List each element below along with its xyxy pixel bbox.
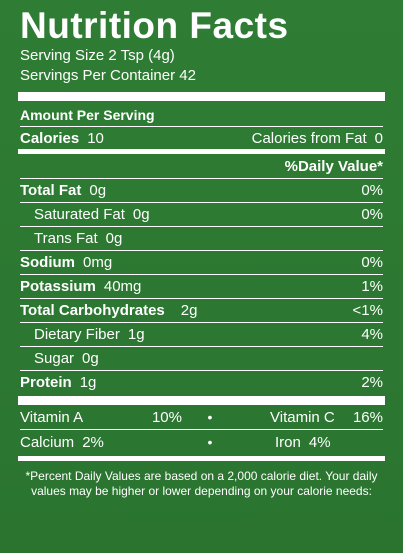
amount-per-serving: Amount Per Serving	[20, 107, 155, 123]
calories-left: Calories 10	[20, 130, 104, 147]
nutrient-amount: 1g	[127, 326, 145, 343]
thick-divider	[18, 396, 385, 405]
medium-divider	[18, 456, 385, 461]
vitamin-label: Calcium	[20, 433, 75, 451]
nutrient-row-sodium: Sodium 0mg 0%	[20, 250, 383, 274]
nutrient-dv: 0%	[361, 254, 383, 271]
vitamin-label: Vitamin A	[20, 408, 84, 426]
nutrient-row-saturated-fat: Saturated Fat 0g 0%	[20, 202, 383, 226]
nutrient-label: Protein	[20, 374, 72, 391]
nutrient-dv: 0%	[361, 206, 383, 223]
nutrient-amount: 0g	[105, 230, 123, 247]
daily-value-footnote: *Percent Daily Values are based on a 2,0…	[25, 469, 378, 498]
nutrient-label: Trans Fat	[34, 230, 98, 247]
nutrient-label: Total Carbohydrates	[20, 302, 165, 319]
vitamin-value: 16%	[352, 408, 383, 426]
nutrient-label: Potassium	[20, 278, 96, 295]
bullet-icon: •	[207, 434, 213, 450]
nutrient-amount: 0mg	[83, 254, 113, 271]
nutrient-amount: 40mg	[103, 278, 142, 295]
vitamin-value: 4%	[308, 433, 331, 451]
vitamin-value: 10%	[151, 408, 182, 426]
calories-value: 10	[87, 129, 104, 147]
nutrient-dv: 2%	[361, 374, 383, 391]
nutrient-dv: 4%	[361, 326, 383, 343]
bullet-icon: •	[207, 409, 213, 425]
nutrient-label: Sodium	[20, 254, 75, 271]
calories-from-fat: Calories from Fat 0	[252, 130, 383, 147]
vitamin-row-calcium-iron: Calcium 2% • Iron 4%	[20, 430, 383, 454]
thin-divider	[20, 429, 383, 430]
calories-label: Calories	[20, 129, 80, 147]
nutrient-amount: 0g	[132, 206, 150, 223]
calories-row: Calories 10 Calories from Fat 0	[20, 126, 383, 149]
nutrient-row-dietary-fiber: Dietary Fiber 1g 4%	[20, 322, 383, 346]
nutrient-amount: 1g	[79, 374, 97, 391]
nutrient-row-trans-fat: Trans Fat 0g	[20, 226, 383, 250]
vitamin-label: Iron	[275, 433, 301, 451]
nutrient-label: Total Fat	[20, 182, 82, 199]
thick-divider	[18, 92, 385, 101]
daily-value-header: %Daily Value*	[284, 157, 383, 175]
nutrient-amount: 0g	[82, 350, 99, 367]
nutrient-dv: 0%	[361, 182, 383, 199]
nutrient-amount: 0g	[89, 182, 107, 199]
nutrient-amount: 2g	[180, 302, 198, 319]
nutrition-facts-title: Nutrition Facts	[20, 5, 289, 46]
nutrient-label: Saturated Fat	[34, 206, 125, 223]
serving-size: Serving Size 2 Tsp (4g)	[20, 47, 175, 64]
calories-from-fat-label: Calories from Fat	[251, 129, 367, 147]
nutrient-row-sugar: Sugar 0g	[20, 346, 383, 370]
vitamin-label: Vitamin C	[270, 408, 335, 426]
nutrient-label: Dietary Fiber	[34, 326, 120, 343]
nutrient-label: Sugar	[34, 350, 75, 367]
medium-divider	[18, 149, 385, 154]
nutrient-dv: 1%	[361, 278, 383, 295]
servings-per-container: Servings Per Container 42	[20, 67, 196, 84]
nutrient-row-potassium: Potassium 40mg 1%	[20, 274, 383, 298]
vitamin-row-a-c: Vitamin A 10% • Vitamin C 16%	[20, 405, 383, 429]
nutrient-row-total-fat: Total Fat 0g 0%	[20, 178, 383, 202]
vitamin-value: 2%	[82, 433, 104, 451]
nutrient-row-protein: Protein 1g 2%	[20, 370, 383, 394]
nutrient-dv: <1%	[352, 302, 383, 319]
calories-from-fat-value: 0	[374, 129, 383, 147]
nutrient-row-total-carbohydrates: Total Carbohydrates 2g <1%	[20, 298, 383, 322]
